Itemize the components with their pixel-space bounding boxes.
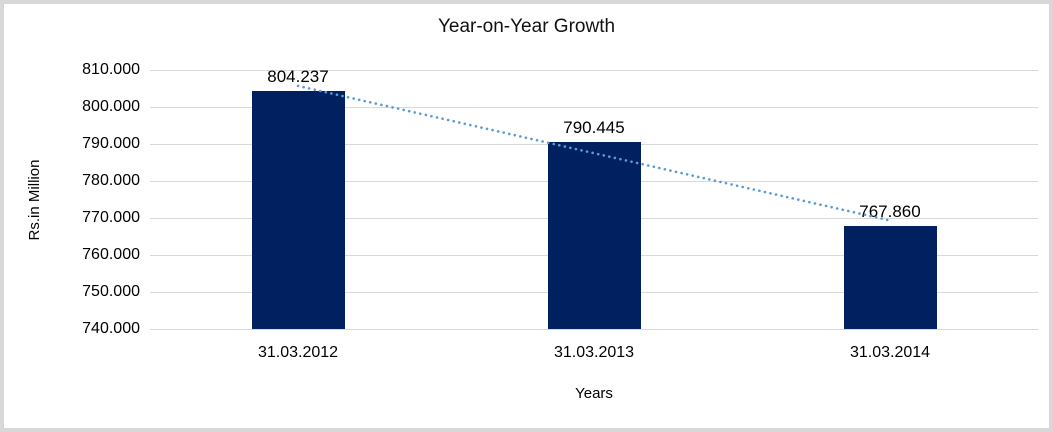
bar-value-label: 804.237	[267, 67, 329, 87]
x-tick-label: 31.03.2013	[553, 344, 635, 361]
y-tick-label: 740.000	[82, 320, 140, 337]
gridline	[150, 328, 1038, 330]
y-tick-label: 800.000	[82, 98, 140, 115]
y-tick-label: 810.000	[82, 61, 140, 78]
bar	[251, 91, 345, 329]
bar-value-label: 767.860	[859, 201, 921, 221]
gridline	[150, 69, 1038, 71]
y-tick-label: 750.000	[82, 283, 140, 300]
bar	[843, 225, 937, 329]
bar	[547, 142, 641, 329]
x-axis-title: Years	[575, 385, 613, 402]
y-tick-label: 780.000	[82, 172, 140, 189]
x-tick-label: 31.03.2014	[849, 344, 931, 361]
y-tick-label: 760.000	[82, 246, 140, 263]
y-tick-label: 770.000	[82, 209, 140, 226]
y-tick-label: 790.000	[82, 135, 140, 152]
chart-title: Year-on-Year Growth	[437, 16, 616, 37]
x-tick-label: 31.03.2012	[257, 344, 339, 361]
bar-value-label: 790.445	[563, 118, 625, 138]
